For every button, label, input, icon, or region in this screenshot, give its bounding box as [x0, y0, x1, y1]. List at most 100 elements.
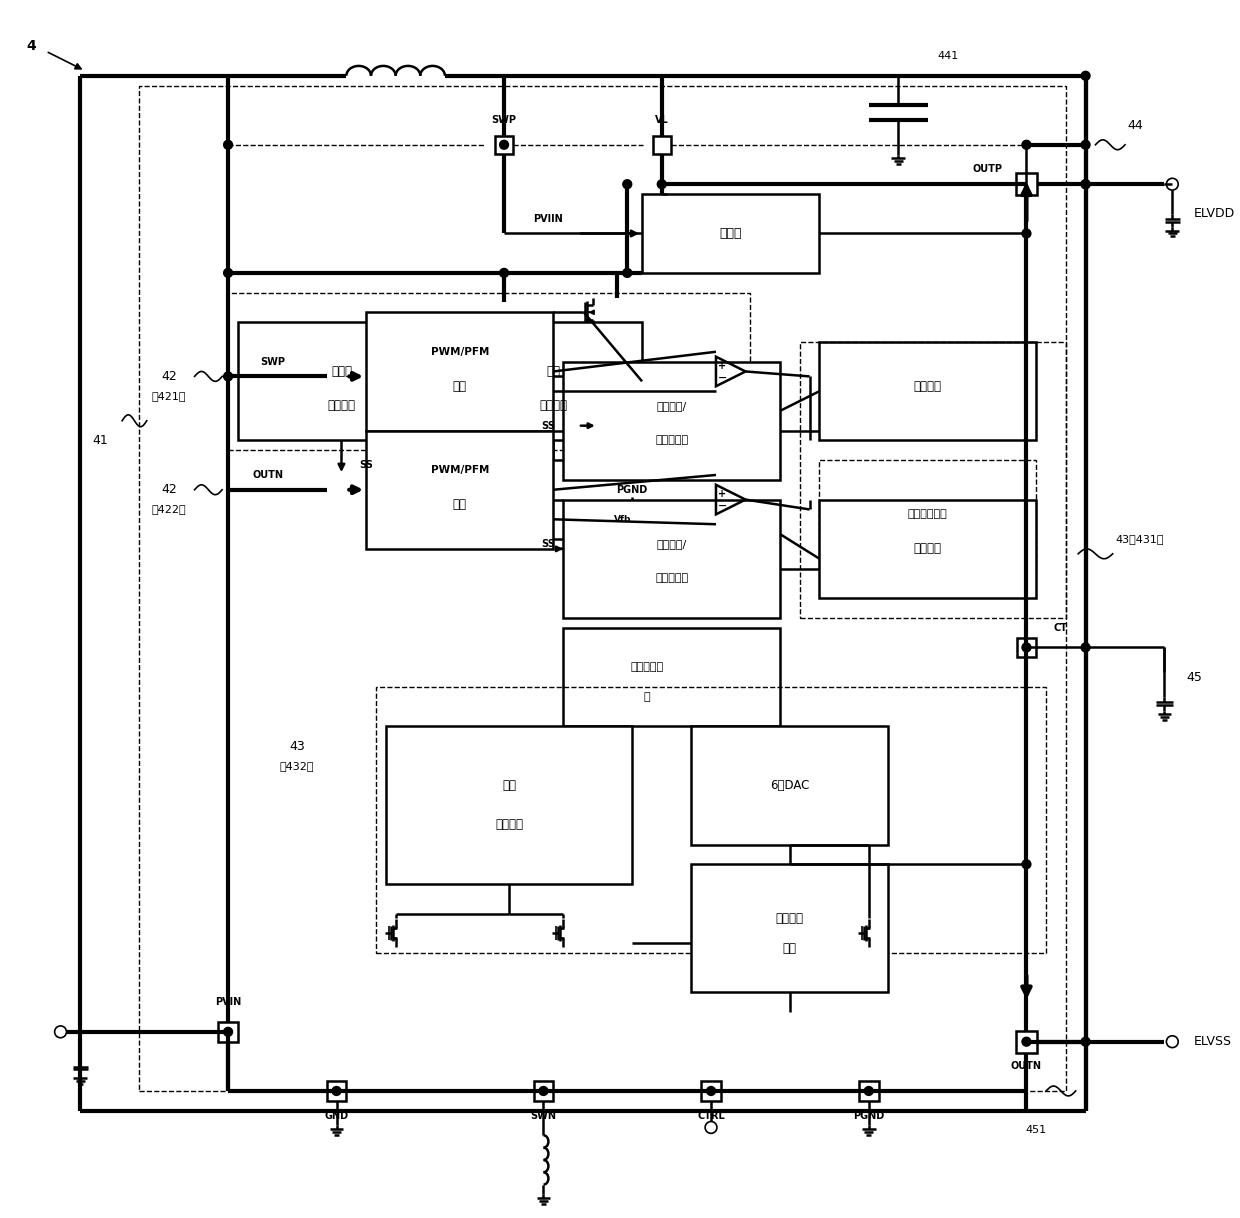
Text: SWN: SWN: [531, 1111, 557, 1121]
Text: （421）: （421）: [151, 391, 186, 401]
Bar: [642, 194, 820, 273]
Text: 控制: 控制: [453, 380, 466, 392]
Text: 41: 41: [92, 434, 108, 447]
Bar: [563, 627, 780, 726]
Circle shape: [539, 1086, 548, 1095]
Text: SS: SS: [542, 420, 556, 431]
Circle shape: [1022, 643, 1030, 652]
Bar: [326, 1082, 346, 1101]
Bar: [238, 323, 445, 441]
Text: 6位DAC: 6位DAC: [770, 780, 810, 792]
Text: ELVDD: ELVDD: [1194, 207, 1235, 220]
Circle shape: [500, 268, 508, 278]
Bar: [800, 342, 1066, 618]
Text: PVIIN: PVIIN: [533, 213, 563, 224]
Circle shape: [622, 180, 631, 189]
Circle shape: [1022, 1038, 1030, 1046]
Text: 软启动单元: 软启动单元: [655, 436, 688, 446]
Text: SWP: SWP: [491, 116, 517, 125]
Bar: [228, 292, 750, 451]
Text: 43（431）: 43（431）: [1115, 533, 1163, 544]
Text: SS: SS: [360, 460, 373, 470]
Text: 软启动: 软启动: [331, 365, 352, 378]
Circle shape: [864, 1086, 873, 1095]
Text: OUTN: OUTN: [252, 470, 283, 480]
Bar: [1016, 173, 1038, 195]
Text: PGND: PGND: [616, 485, 647, 495]
Bar: [139, 85, 1066, 1091]
Bar: [563, 362, 780, 480]
Bar: [701, 1082, 720, 1101]
Text: PWM/PFM: PWM/PFM: [430, 347, 489, 357]
Bar: [366, 312, 553, 431]
Circle shape: [707, 1086, 715, 1095]
Bar: [820, 460, 1037, 569]
Text: VL: VL: [655, 116, 668, 125]
Text: 生成单元: 生成单元: [327, 400, 356, 413]
Circle shape: [1022, 860, 1030, 868]
Text: 45: 45: [1185, 670, 1202, 683]
Text: −: −: [718, 501, 727, 510]
Circle shape: [1081, 72, 1090, 80]
Text: 调节器: 调节器: [719, 227, 742, 240]
Text: 43: 43: [289, 739, 305, 753]
Bar: [692, 865, 888, 993]
Bar: [376, 687, 1047, 952]
Text: 451: 451: [1025, 1125, 1047, 1135]
Text: PWM/PFM: PWM/PFM: [430, 465, 489, 475]
Text: 驱动单元: 驱动单元: [539, 400, 568, 413]
Text: 44: 44: [1127, 118, 1143, 132]
Text: 电流检测/: 电流检测/: [656, 401, 687, 410]
Circle shape: [223, 1028, 233, 1037]
Circle shape: [1022, 229, 1030, 238]
Circle shape: [1081, 1038, 1090, 1046]
Text: +: +: [718, 361, 727, 370]
Bar: [533, 1082, 553, 1101]
Bar: [653, 136, 671, 153]
Text: GND: GND: [325, 1111, 348, 1121]
Bar: [820, 342, 1037, 441]
Text: 元: 元: [644, 692, 650, 702]
Text: +: +: [718, 488, 727, 498]
Bar: [366, 431, 553, 549]
Text: 软启动单元: 软启动单元: [655, 574, 688, 583]
Text: ELVSS: ELVSS: [1194, 1035, 1233, 1049]
Circle shape: [622, 268, 631, 278]
Text: PVIN: PVIN: [215, 998, 242, 1007]
Text: 电流感测单: 电流感测单: [630, 663, 663, 672]
Text: 42: 42: [161, 484, 177, 496]
Text: OUTN: OUTN: [1011, 1061, 1042, 1072]
Bar: [465, 323, 642, 441]
Circle shape: [1081, 140, 1090, 150]
Text: 短路保护: 短路保护: [914, 542, 942, 555]
Bar: [692, 726, 888, 844]
Bar: [218, 1022, 238, 1041]
Bar: [1016, 1030, 1038, 1052]
Circle shape: [1022, 140, 1030, 150]
Bar: [563, 499, 780, 618]
Text: SS: SS: [542, 538, 556, 549]
Circle shape: [1081, 180, 1090, 189]
Text: −: −: [718, 373, 727, 382]
Text: SWP: SWP: [260, 357, 285, 367]
Circle shape: [223, 140, 233, 150]
Bar: [820, 499, 1037, 598]
Text: 电流感测单元: 电流感测单元: [908, 509, 947, 519]
Text: PGND: PGND: [853, 1111, 884, 1121]
Bar: [859, 1082, 879, 1101]
Text: 42: 42: [161, 370, 177, 382]
Text: 栅极: 栅极: [502, 780, 516, 792]
Text: 电流检测/: 电流检测/: [656, 538, 687, 549]
Circle shape: [500, 140, 508, 150]
Text: Vfb: Vfb: [614, 515, 631, 524]
Bar: [495, 136, 513, 153]
Text: 驱动单元: 驱动单元: [495, 818, 523, 832]
Text: 单元: 单元: [782, 942, 797, 955]
Circle shape: [223, 268, 233, 278]
Circle shape: [657, 180, 666, 189]
Circle shape: [1081, 180, 1090, 189]
Text: （422）: （422）: [151, 504, 186, 514]
Bar: [1017, 637, 1037, 658]
Circle shape: [332, 1086, 341, 1095]
Text: 控制: 控制: [453, 498, 466, 512]
